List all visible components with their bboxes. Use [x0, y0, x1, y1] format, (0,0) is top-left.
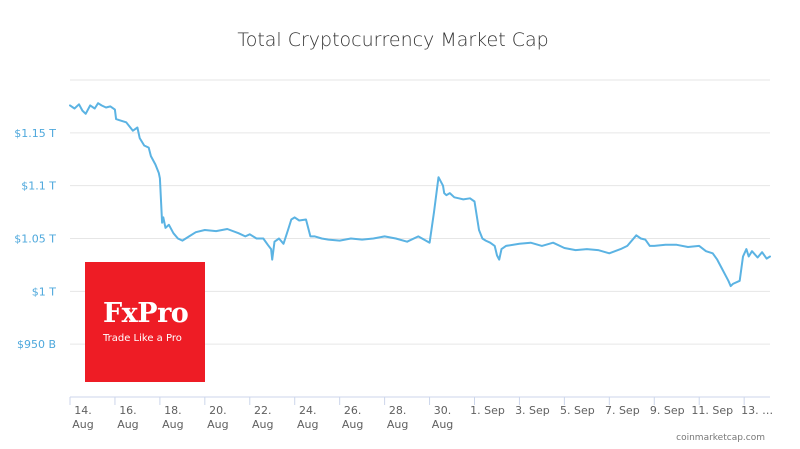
x-tick-label: 20. Aug — [207, 404, 228, 431]
y-tick-label: $1.1 T — [21, 180, 56, 193]
x-axis: 14. Aug 16. Aug 18. Aug 20. Aug 22. Aug 24. Aug 26. A… — [69, 396, 773, 431]
y-tick-label: $1.05 T — [14, 233, 56, 246]
x-tick-label: 3. Sep — [515, 404, 550, 417]
x-tick-label: 11. Sep — [691, 404, 733, 417]
x-tick-label: 30. Aug — [432, 404, 453, 431]
y-axis-ticks: $1.15 T $1.1 T $1.05 T $1 T $950 B — [14, 127, 56, 351]
x-tick-label: 22. Aug — [252, 404, 273, 431]
x-tick-label: 18. Aug — [162, 404, 183, 431]
y-tick-label: $1 T — [32, 285, 56, 298]
x-tick-label: 24. Aug — [297, 404, 318, 431]
x-tick-label: 7. Sep — [605, 404, 640, 417]
series-layer — [69, 102, 771, 288]
logo-tagline: Trade Like a Pro — [103, 333, 182, 344]
x-tick-label: 9. Sep — [650, 404, 685, 417]
x-tick-label: 16. Aug — [117, 404, 138, 431]
x-tick-label: 13. … — [741, 404, 773, 417]
source-credit[interactable]: coinmarketcap.com — [676, 433, 765, 443]
x-tick-label: 26. Aug — [342, 404, 363, 431]
x-tick-label: 5. Sep — [560, 404, 595, 417]
gridlines — [70, 79, 770, 345]
series-line[interactable] — [69, 102, 771, 288]
y-tick-label: $950 B — [17, 338, 56, 351]
fxpro-logo: FxPro Trade Like a Pro — [85, 262, 205, 382]
chart-title: Total Cryptocurrency Market Cap — [237, 29, 548, 51]
x-tick-label: 14. Aug — [72, 404, 93, 431]
x-tick-label: 1. Sep — [470, 404, 505, 417]
logo-brand: FxPro — [103, 298, 189, 329]
x-tick-label: 28. Aug — [387, 404, 408, 431]
y-tick-label: $1.15 T — [14, 127, 56, 140]
